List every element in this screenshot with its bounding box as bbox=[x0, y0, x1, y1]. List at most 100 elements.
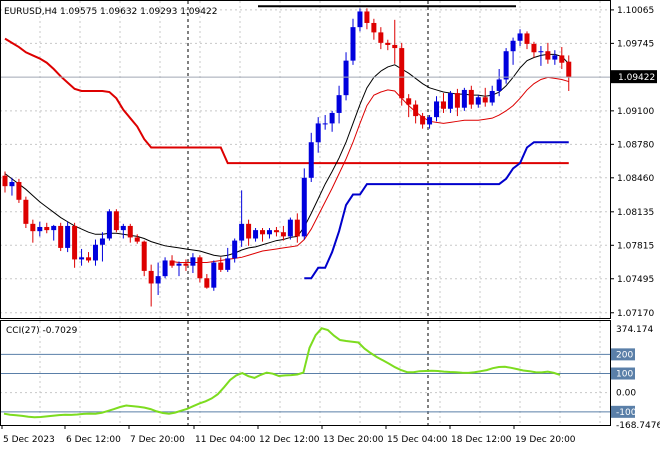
candle bbox=[566, 55, 572, 91]
candle bbox=[113, 209, 119, 233]
candle bbox=[204, 274, 210, 289]
candle bbox=[106, 209, 112, 241]
candle-body bbox=[266, 230, 272, 235]
candle-body bbox=[92, 244, 98, 261]
candle-body bbox=[183, 263, 189, 266]
candle bbox=[44, 222, 50, 234]
slow-moving-average bbox=[171, 76, 569, 264]
candle-body bbox=[134, 237, 140, 242]
candle bbox=[211, 260, 217, 291]
candle bbox=[141, 240, 147, 277]
cci-tick-label: -100 bbox=[616, 408, 637, 418]
candle-body bbox=[378, 32, 384, 43]
cci-title: CCI(27) -0.7029 bbox=[6, 326, 78, 336]
price-chart-pane[interactable]: EURUSD,H4 1.09575 1.09632 1.09293 1.0942… bbox=[0, 0, 611, 319]
price-tick-label: 1.10065 bbox=[617, 6, 654, 16]
time-tick-label: 7 Dec 20:00 bbox=[130, 435, 185, 445]
candle-body bbox=[385, 42, 391, 45]
candle bbox=[552, 50, 558, 65]
cci-level-tag bbox=[611, 405, 635, 418]
upper-trend-line bbox=[4, 37, 569, 165]
candle-body bbox=[273, 230, 279, 233]
candle bbox=[9, 177, 15, 196]
candle-body bbox=[447, 93, 453, 109]
candle-body bbox=[218, 262, 224, 270]
candle bbox=[197, 255, 203, 283]
candle bbox=[79, 248, 85, 266]
candle bbox=[538, 45, 544, 66]
candle bbox=[266, 228, 272, 239]
candle-body bbox=[440, 101, 446, 109]
candle bbox=[301, 168, 307, 240]
candle bbox=[239, 190, 245, 247]
candle bbox=[127, 223, 133, 243]
candle bbox=[482, 87, 488, 107]
price-tick-label: 1.07495 bbox=[617, 275, 654, 285]
candle-body bbox=[113, 211, 119, 231]
cci-tick-label: 374.174 bbox=[616, 325, 653, 335]
price-pane-border bbox=[0, 0, 611, 319]
candle bbox=[392, 19, 398, 64]
candle bbox=[273, 226, 279, 237]
candle-body bbox=[120, 225, 126, 231]
candle-body bbox=[329, 112, 335, 124]
candle bbox=[2, 171, 8, 193]
candle-body bbox=[364, 11, 370, 23]
time-tick-label: 13 Dec 20:00 bbox=[323, 435, 384, 445]
candle bbox=[23, 196, 29, 229]
candle bbox=[169, 255, 175, 268]
time-tick-label: 5 Dec 2023 bbox=[3, 435, 55, 445]
slow-ma-path bbox=[171, 76, 569, 264]
candle bbox=[420, 112, 426, 129]
cci-level-tag bbox=[611, 367, 635, 380]
candle bbox=[447, 90, 453, 113]
candle bbox=[308, 132, 314, 182]
candle bbox=[496, 69, 502, 97]
candle-body bbox=[559, 55, 565, 63]
candle bbox=[162, 257, 168, 279]
candle bbox=[399, 42, 405, 106]
upper-band-path bbox=[4, 37, 569, 165]
candle-body bbox=[322, 123, 328, 125]
candle-body bbox=[106, 211, 112, 239]
candle bbox=[72, 222, 78, 268]
candle bbox=[246, 219, 252, 246]
candle-body bbox=[2, 175, 8, 187]
candle bbox=[329, 110, 335, 132]
candle bbox=[406, 94, 412, 118]
cci-indicator-pane[interactable]: CCI(27) -0.7029 bbox=[0, 320, 611, 426]
price-axis: 1.10065 1.09745 1.09100 1.08780 1.08460 1.081… bbox=[610, 6, 654, 319]
price-tick-label: 1.08135 bbox=[617, 208, 654, 218]
candle bbox=[92, 239, 98, 266]
candle bbox=[322, 115, 328, 130]
candle bbox=[176, 261, 182, 277]
candle-body bbox=[65, 225, 71, 248]
candle-body bbox=[225, 258, 231, 270]
candle-body bbox=[141, 241, 147, 271]
candle-body bbox=[454, 93, 460, 108]
cci-pane-border bbox=[0, 320, 611, 426]
candle bbox=[190, 253, 196, 274]
time-tick-label: 18 Dec 12:00 bbox=[451, 435, 512, 445]
price-tick-label: 1.08460 bbox=[617, 174, 654, 184]
candle bbox=[58, 222, 64, 252]
price-tick-label: 1.09100 bbox=[617, 107, 654, 117]
candle-body bbox=[468, 89, 474, 105]
candle bbox=[364, 8, 370, 30]
candle-body bbox=[30, 223, 36, 232]
candle bbox=[148, 264, 154, 307]
cci-level-tag bbox=[611, 348, 635, 361]
candle bbox=[489, 85, 495, 106]
candle-body bbox=[406, 98, 412, 105]
candle-body bbox=[280, 232, 286, 237]
candle bbox=[16, 178, 22, 203]
candle bbox=[475, 95, 481, 108]
candle-body bbox=[371, 22, 377, 33]
candle-body bbox=[211, 262, 217, 288]
candle-body bbox=[461, 89, 467, 108]
candle-body bbox=[169, 260, 175, 266]
symbol-header: EURUSD,H4 1.09575 1.09632 1.09293 1.0942… bbox=[4, 7, 217, 17]
candle-body bbox=[503, 51, 509, 80]
candle-body bbox=[413, 104, 419, 117]
cci-day-separators bbox=[39, 321, 601, 425]
